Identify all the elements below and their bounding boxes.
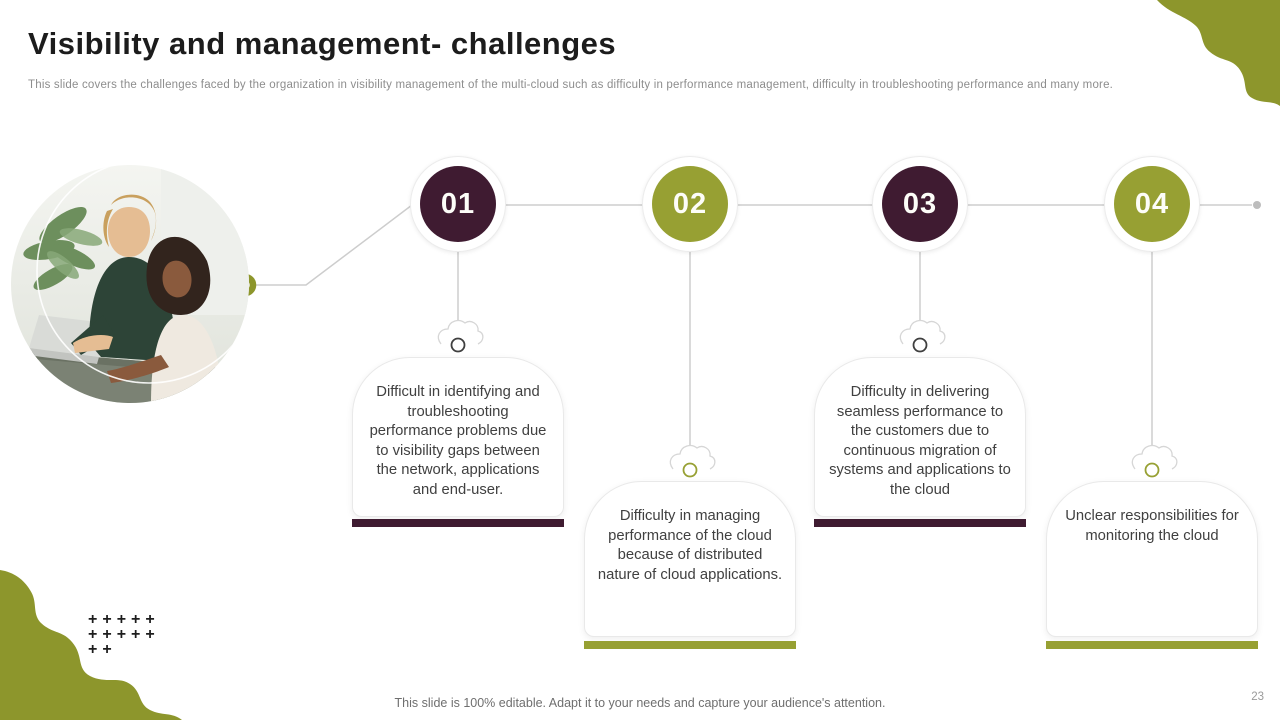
step-number: 04 xyxy=(1114,166,1190,242)
page-number: 23 xyxy=(1251,691,1264,703)
step-description: Unclear responsibilities for monitoring … xyxy=(1065,508,1239,544)
step-badge-03: 03 xyxy=(872,156,968,252)
cloud-pin-icon xyxy=(899,319,946,353)
step-number: 01 xyxy=(420,166,496,242)
step-number: 03 xyxy=(882,166,958,242)
step-description: Difficulty in delivering seamless perfor… xyxy=(829,384,1011,498)
card-accent-bar xyxy=(814,519,1026,527)
plus-row: +++++ xyxy=(88,611,160,628)
footer-note: This slide is 100% editable. Adapt it to… xyxy=(394,696,886,710)
card-accent-bar xyxy=(1046,641,1258,649)
slide-subtitle: This slide covers the challenges faced b… xyxy=(28,79,1114,91)
plus-grid-decoration: +++++ +++++ ++ xyxy=(88,611,160,658)
step-description: Difficult in identifying and troubleshoo… xyxy=(369,384,547,498)
cloud-pin-icon xyxy=(669,444,716,478)
cloud-pin-icon xyxy=(1131,444,1178,478)
step-badge-02: 02 xyxy=(642,156,738,252)
step-card-04: Unclear responsibilities for monitoring … xyxy=(1046,481,1258,637)
step-badge-04: 04 xyxy=(1104,156,1200,252)
page-title: Visibility and management- challenges xyxy=(28,26,617,61)
team-photo xyxy=(11,165,249,403)
plus-row: ++ xyxy=(88,641,117,658)
card-accent-bar xyxy=(584,641,796,649)
step-card-03: Difficulty in delivering seamless perfor… xyxy=(814,357,1026,517)
step-card-01: Difficult in identifying and troubleshoo… xyxy=(352,357,564,517)
card-accent-bar xyxy=(352,519,564,527)
step-number: 02 xyxy=(652,166,728,242)
cloud-pin-icon xyxy=(437,319,484,353)
timeline-end-dot xyxy=(1253,201,1261,209)
step-card-02: Difficulty in managing performance of th… xyxy=(584,481,796,637)
step-description: Difficulty in managing performance of th… xyxy=(597,508,783,583)
plus-row: +++++ xyxy=(88,626,160,643)
step-badge-01: 01 xyxy=(410,156,506,252)
